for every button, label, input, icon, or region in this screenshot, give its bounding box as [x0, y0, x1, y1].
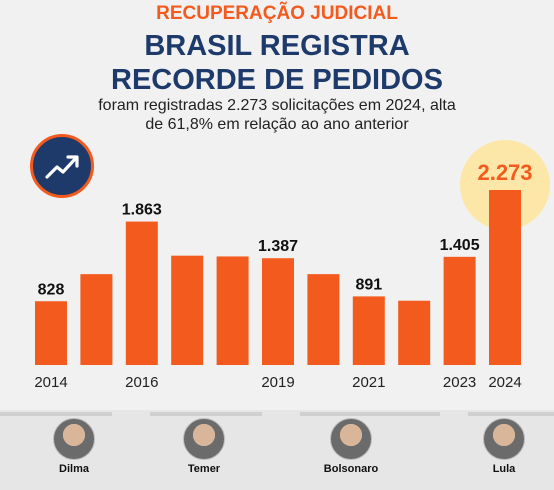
bar-2020 [307, 274, 340, 365]
era-line-lula [468, 412, 554, 416]
data-label-2024: 2.273 [477, 160, 532, 185]
trend-up-arrow-icon [30, 134, 94, 198]
headline-line-1: BRASIL REGISTRA [144, 30, 410, 62]
bar-2024 [489, 190, 521, 365]
tick-label-2023: 2023 [443, 374, 476, 391]
president-lula: Lula [474, 418, 534, 475]
bar-2023 [443, 256, 476, 365]
era-line-bolsonaro [300, 412, 440, 416]
tick-label-2016: 2016 [125, 374, 158, 391]
president-bolsonaro: Bolsonaro [316, 418, 386, 475]
tick-label-2024: 2024 [488, 374, 521, 391]
president-name: Dilma [59, 463, 89, 475]
data-label-2019: 1.387 [258, 238, 298, 255]
era-line-dilma [0, 412, 112, 416]
avatar [330, 418, 372, 460]
bar-2017 [171, 255, 204, 365]
bar-chart: 828 2014 1.863 2016 1.387 2019 891 2021 1.405 202… [34, 140, 550, 391]
president-name: Bolsonaro [323, 463, 379, 475]
tick-label-2021: 2021 [352, 374, 385, 391]
subtitle-line-1: foram registradas 2.273 solicitações em … [98, 97, 456, 114]
tick-label-2019: 2019 [261, 374, 294, 391]
bottom-band [0, 410, 554, 490]
bar-2018 [216, 256, 249, 365]
subtitle-line-2: de 61,8% em relação ao ano anterior [145, 116, 409, 133]
avatar [53, 418, 95, 460]
data-label-2023: 1.405 [440, 237, 480, 254]
president-name: Lula [492, 463, 516, 475]
bar-2016 [125, 221, 158, 365]
data-label-2016: 1.863 [122, 202, 162, 219]
highlight-glow [460, 140, 550, 230]
avatar [183, 418, 225, 460]
era-line-temer [150, 412, 262, 416]
bar-2014 [35, 301, 67, 365]
bar-2022 [398, 300, 431, 365]
tick-label-2014: 2014 [34, 374, 67, 391]
president-dilma: Dilma [44, 418, 104, 475]
data-label-2014: 828 [38, 281, 65, 298]
headline-line-2: RECORDE DE PEDIDOS [111, 64, 443, 96]
bar-2021 [352, 296, 385, 365]
data-label-2021: 891 [355, 276, 382, 293]
bar-2015 [80, 274, 113, 365]
kicker: RECUPERAÇÃO JUDICIAL [156, 3, 398, 24]
president-name: Temer [187, 463, 221, 475]
president-temer: Temer [174, 418, 234, 475]
bar-2019 [262, 258, 294, 365]
avatar [483, 418, 525, 460]
